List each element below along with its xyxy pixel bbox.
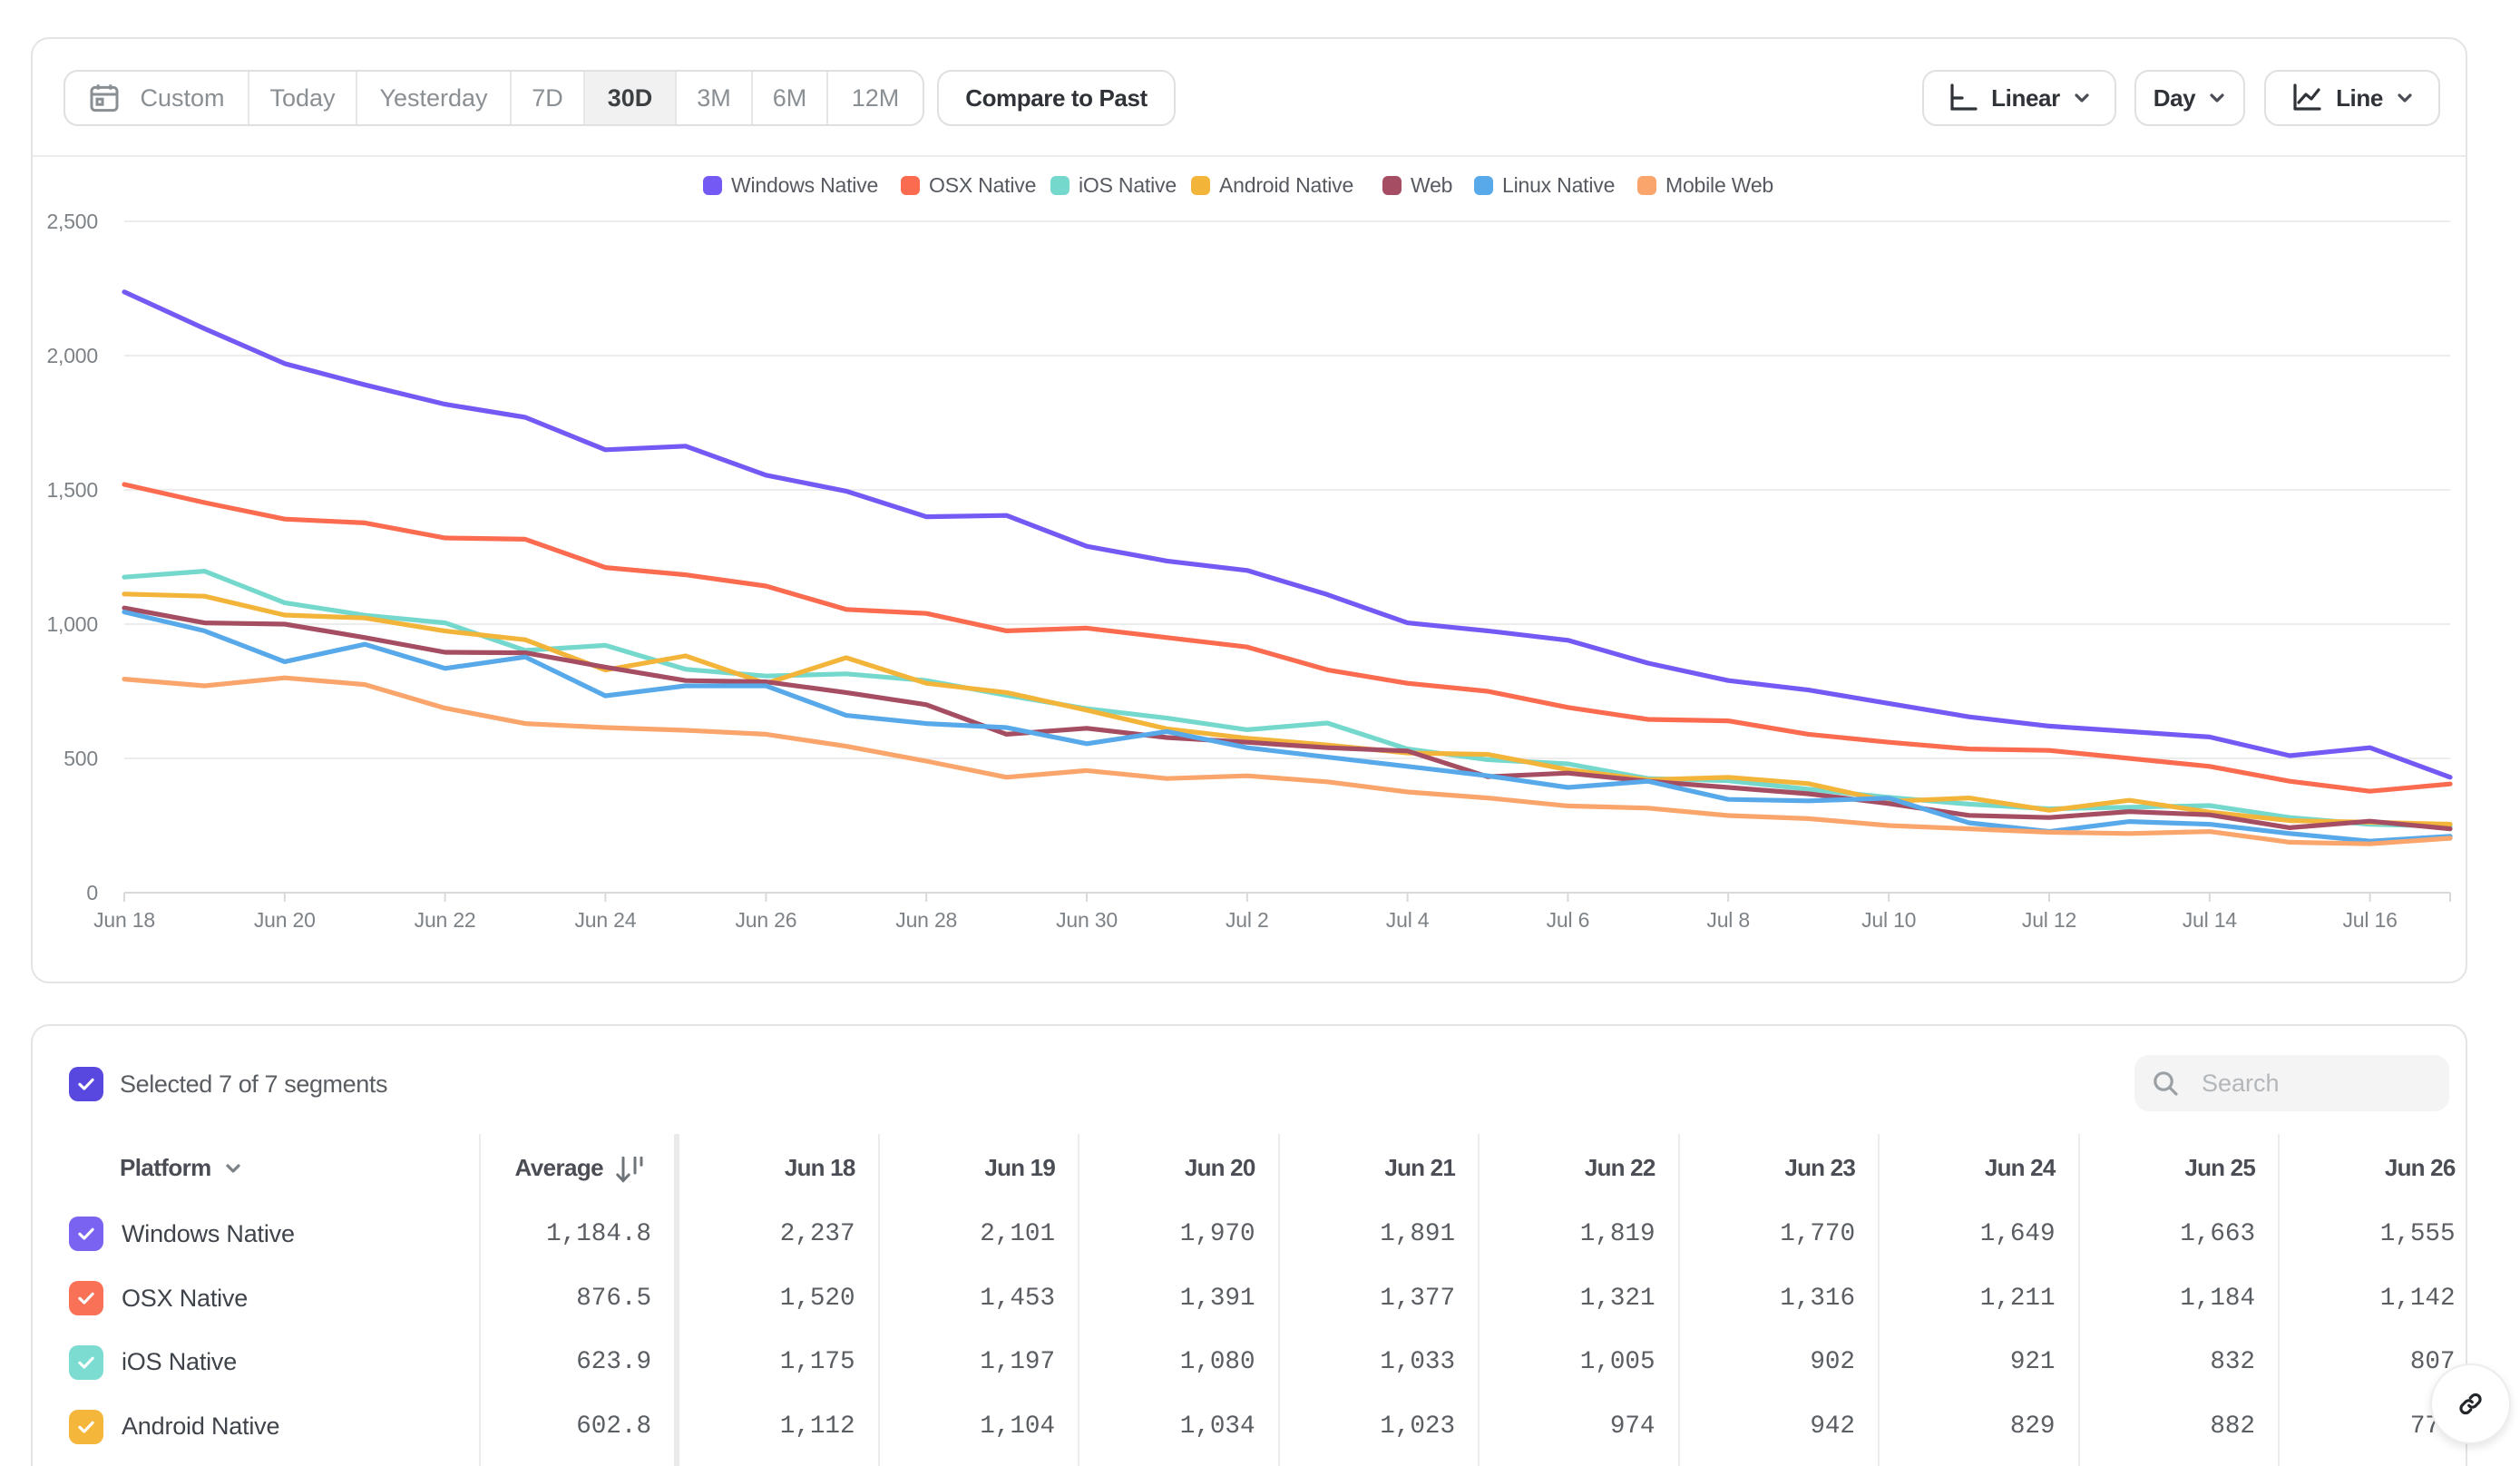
svg-text:Jul 6: Jul 6 — [1547, 908, 1590, 932]
svg-text:2,000: 2,000 — [46, 344, 98, 367]
svg-text:Jul 14: Jul 14 — [2183, 908, 2238, 932]
svg-text:Jun 22: Jun 22 — [415, 908, 476, 932]
svg-text:Jul 16: Jul 16 — [2343, 908, 2398, 932]
svg-text:Jun 30: Jun 30 — [1056, 908, 1118, 932]
svg-text:Jul 4: Jul 4 — [1386, 908, 1430, 932]
svg-text:Jul 2: Jul 2 — [1226, 908, 1269, 932]
svg-text:Jul 8: Jul 8 — [1706, 908, 1750, 932]
svg-text:1,500: 1,500 — [46, 478, 98, 502]
svg-text:Jun 28: Jun 28 — [895, 908, 957, 932]
svg-text:Jul 10: Jul 10 — [1861, 908, 1916, 932]
svg-text:500: 500 — [63, 747, 98, 770]
svg-text:Jul 12: Jul 12 — [2022, 908, 2076, 932]
svg-text:Jun 20: Jun 20 — [254, 908, 316, 932]
svg-text:Jun 18: Jun 18 — [93, 908, 155, 932]
svg-text:2,500: 2,500 — [46, 210, 98, 233]
svg-text:1,000: 1,000 — [46, 612, 98, 636]
svg-text:Jun 26: Jun 26 — [735, 908, 796, 932]
svg-text:Jun 24: Jun 24 — [574, 908, 636, 932]
svg-text:0: 0 — [86, 881, 98, 904]
